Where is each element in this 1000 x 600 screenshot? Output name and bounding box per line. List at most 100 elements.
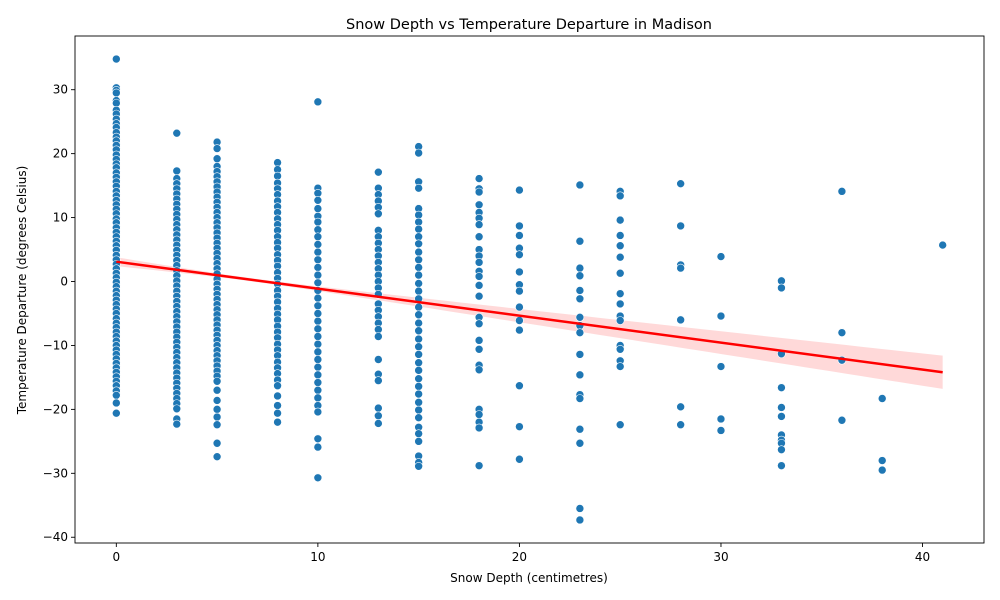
scatter-point: [313, 97, 323, 107]
y-tick-label: −20: [43, 402, 68, 416]
scatter-point: [474, 461, 484, 470]
x-axis-label: Snow Depth (centimetres): [450, 571, 608, 585]
scatter-point: [474, 344, 484, 354]
scatter-point: [313, 263, 323, 272]
scatter-point: [313, 232, 323, 242]
scatter-point: [615, 252, 625, 262]
scatter-point: [313, 339, 323, 349]
scatter-point: [313, 240, 323, 249]
scatter-point: [575, 424, 585, 434]
scatter-point: [877, 394, 887, 403]
scatter-point: [313, 204, 323, 213]
scatter-point: [676, 420, 685, 430]
scatter-point: [515, 381, 524, 391]
regression-line: [116, 260, 943, 374]
scatter-point: [212, 144, 222, 153]
scatter-point: [414, 461, 423, 471]
scatter-point: [515, 422, 524, 431]
scatter-point: [112, 88, 121, 98]
scatter-point: [615, 316, 625, 325]
scatter-point: [374, 411, 383, 421]
scatter-point: [414, 398, 423, 407]
scatter-point: [474, 410, 484, 419]
scatter-point: [212, 452, 222, 461]
plot-frame: [74, 35, 985, 544]
scatter-point: [837, 328, 847, 337]
scatter-point: [575, 236, 585, 246]
scatter-point: [474, 258, 484, 267]
scatter-point: [313, 217, 323, 227]
scatter-point: [414, 318, 423, 328]
scatter-point: [172, 128, 182, 138]
scatter-point: [877, 456, 887, 465]
points-layer: [112, 54, 947, 525]
scatter-point: [575, 515, 585, 525]
scatter-point: [716, 252, 726, 261]
scatter-point: [172, 166, 182, 176]
scatter-point: [777, 283, 786, 293]
scatter-point: [273, 391, 282, 401]
scatter-point: [313, 270, 323, 280]
scatter-point: [313, 316, 323, 326]
scatter-point: [474, 187, 484, 197]
scatter-point: [676, 315, 685, 325]
scatter-point: [615, 420, 625, 430]
scatter-point: [172, 419, 182, 429]
scatter-point: [575, 328, 585, 337]
scatter-point: [313, 442, 323, 452]
scatter-point: [474, 423, 484, 433]
scatter-point: [615, 289, 625, 298]
scatter-point: [212, 385, 222, 395]
y-tick-label: 10: [53, 211, 68, 225]
scatter-point: [212, 412, 222, 422]
scatter-point: [575, 394, 585, 403]
scatter-point: [313, 278, 323, 288]
scatter-point: [112, 54, 121, 64]
scatter-point: [474, 336, 484, 345]
scatter-point: [676, 179, 685, 188]
scatter-point: [474, 232, 484, 242]
scatter-point: [414, 247, 423, 257]
scatter-point: [777, 412, 786, 421]
scatter-point: [777, 445, 786, 454]
scatter-point: [374, 332, 383, 341]
scatter-point: [172, 404, 182, 414]
scatter-point: [313, 293, 323, 303]
scatter-point: [474, 272, 484, 281]
scatter-point: [374, 403, 383, 413]
scatter-point: [877, 465, 887, 475]
scatter-point: [474, 220, 484, 229]
y-axis-ticks: −40 −30 −20 −10 0 10 20 30: [43, 83, 75, 544]
scatter-point: [414, 270, 423, 280]
scatter-point: [313, 362, 323, 372]
scatter-point: [112, 398, 121, 408]
scatter-point: [515, 250, 524, 259]
x-tick-label: 40: [915, 550, 930, 564]
scatter-point: [575, 370, 585, 380]
scatter-point: [313, 355, 323, 364]
scatter-point: [615, 191, 625, 201]
scatter-point: [112, 391, 121, 400]
scatter-point: [515, 221, 524, 231]
scatter-point: [414, 310, 423, 320]
scatter-point: [313, 407, 323, 417]
x-axis-ticks: 0 10 20 30 40: [112, 543, 930, 564]
scatter-point: [777, 403, 786, 412]
scatter-point: [515, 267, 524, 277]
scatter-point: [414, 255, 423, 265]
scatter-point: [575, 180, 585, 190]
scatter-point: [212, 396, 222, 405]
scatter-point: [212, 376, 222, 386]
scatter-point: [575, 504, 585, 513]
scatter-point: [575, 438, 585, 448]
scatter-point: [716, 426, 726, 435]
scatter-point: [837, 187, 847, 196]
scatter-point: [837, 415, 847, 425]
scatter-point: [313, 332, 323, 341]
y-tick-label: −30: [43, 466, 68, 480]
scatter-point: [575, 263, 585, 273]
scatter-point: [615, 299, 625, 309]
scatter-point: [414, 366, 423, 375]
scatter-point: [313, 196, 323, 205]
scatter-point: [313, 434, 323, 444]
